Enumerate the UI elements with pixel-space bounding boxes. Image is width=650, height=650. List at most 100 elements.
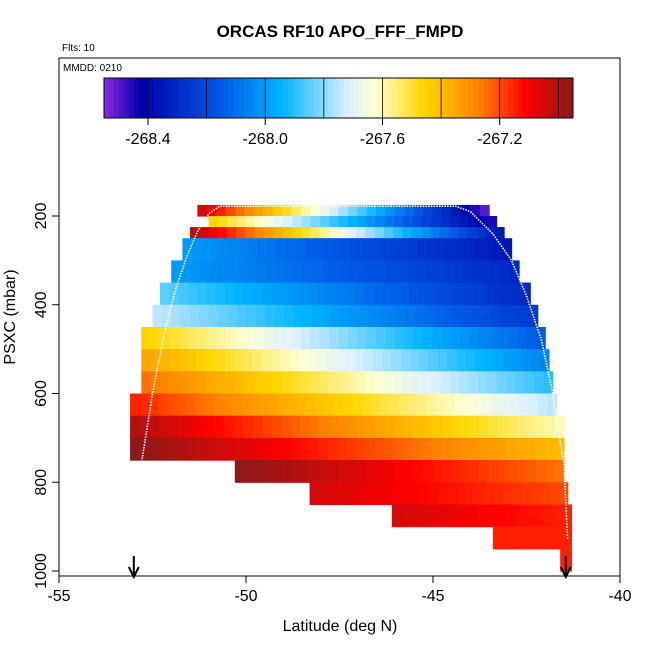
heatmap-cell bbox=[218, 304, 229, 328]
heatmap-cell bbox=[338, 460, 349, 483]
colorbar-swatch bbox=[213, 78, 220, 118]
heatmap-cell bbox=[241, 393, 252, 417]
colorbar-swatch bbox=[153, 78, 160, 118]
heatmap-cell bbox=[130, 437, 141, 461]
heatmap-cell bbox=[528, 304, 539, 328]
heatmap-cell bbox=[150, 349, 161, 372]
heatmap-cell bbox=[187, 282, 198, 306]
colorbar-swatch bbox=[198, 78, 205, 118]
heatmap-cell bbox=[496, 371, 507, 395]
heatmap-cell bbox=[208, 216, 219, 228]
heatmap-cell bbox=[420, 504, 431, 528]
heatmap-cell bbox=[375, 460, 386, 483]
heatmap-cell bbox=[259, 393, 270, 417]
heatmap-cell bbox=[535, 437, 546, 461]
heatmap-cell bbox=[359, 304, 370, 328]
heatmap-cell bbox=[182, 238, 193, 261]
heatmap-cell bbox=[403, 216, 414, 228]
heatmap-cell bbox=[180, 304, 191, 328]
heatmap-cell bbox=[473, 238, 484, 261]
heatmap-cell bbox=[328, 482, 338, 506]
heatmap-cell bbox=[309, 415, 320, 439]
heatmap-cell bbox=[291, 227, 302, 239]
colorbar-swatch bbox=[348, 78, 354, 118]
heatmap-cell bbox=[393, 227, 404, 239]
y-tick-label: 600 bbox=[33, 380, 50, 407]
heatmap-cell bbox=[255, 304, 266, 328]
heatmap-cell bbox=[281, 371, 292, 395]
heatmap-cell bbox=[282, 326, 293, 350]
heatmap-cell bbox=[199, 227, 209, 239]
heatmap-cell bbox=[497, 437, 508, 461]
colorbar-swatch bbox=[538, 78, 544, 118]
heatmap-cell bbox=[517, 326, 528, 350]
heatmap-cell bbox=[533, 504, 544, 528]
heatmap-cell bbox=[460, 437, 471, 461]
heatmap-cell bbox=[229, 238, 240, 261]
heatmap-cell bbox=[371, 393, 381, 417]
heatmap-cell bbox=[347, 326, 358, 350]
heatmap-cell bbox=[284, 304, 295, 328]
heatmap-cell bbox=[338, 216, 349, 228]
heatmap-cell bbox=[139, 437, 150, 461]
heatmap-cell bbox=[271, 282, 281, 306]
heatmap-cell bbox=[252, 282, 263, 306]
heatmap-cell bbox=[205, 437, 216, 461]
heatmap-cell bbox=[328, 227, 339, 239]
heatmap-cell bbox=[404, 460, 415, 483]
heatmap-cell bbox=[479, 460, 490, 483]
colorbar-swatch bbox=[268, 78, 275, 118]
heatmap-cell bbox=[413, 415, 424, 439]
heatmap-cell bbox=[528, 393, 539, 417]
heatmap-cell bbox=[451, 204, 462, 217]
heatmap-cell bbox=[502, 349, 513, 372]
heatmap-cell bbox=[238, 238, 249, 261]
colorbar-swatch bbox=[193, 78, 200, 118]
heatmap-cell bbox=[363, 282, 374, 306]
heatmap-cell bbox=[253, 460, 264, 483]
heatmap-cell bbox=[139, 393, 150, 417]
heatmap-cell bbox=[216, 204, 227, 217]
heatmap-cell bbox=[269, 393, 279, 417]
heatmap-cell bbox=[261, 282, 272, 306]
heatmap-cell bbox=[245, 227, 256, 239]
heatmap-cell bbox=[432, 326, 443, 350]
colorbar-swatch bbox=[548, 78, 554, 118]
heatmap-cell bbox=[509, 260, 520, 284]
colorbar-swatch bbox=[478, 78, 484, 118]
colorbar-swatch bbox=[168, 78, 175, 118]
heatmap-cell bbox=[447, 482, 458, 506]
heatmap-cell bbox=[216, 371, 227, 395]
heatmap-cell bbox=[413, 437, 424, 461]
colorbar-swatch bbox=[173, 78, 180, 118]
heatmap-cell bbox=[486, 504, 497, 528]
heatmap-cell bbox=[457, 227, 468, 239]
heatmap-cell bbox=[492, 526, 504, 550]
heatmap-cell bbox=[321, 304, 332, 328]
heatmap-cell bbox=[361, 393, 372, 417]
heatmap-cell bbox=[424, 304, 435, 328]
heatmap-cell bbox=[483, 238, 494, 261]
heatmap-cell bbox=[385, 204, 396, 217]
heatmap-cell bbox=[188, 326, 199, 350]
heatmap-cell bbox=[159, 282, 170, 306]
heatmap-cell bbox=[466, 482, 477, 506]
heatmap-cell bbox=[549, 482, 560, 506]
heatmap-cell bbox=[365, 227, 376, 239]
heatmap-cell bbox=[521, 482, 532, 506]
heatmap-cell bbox=[169, 326, 180, 350]
heatmap-cell bbox=[150, 326, 161, 350]
heatmap-cell bbox=[539, 349, 550, 372]
colorbar-tick-label: -268.4 bbox=[125, 131, 170, 148]
heatmap-cell bbox=[347, 204, 358, 217]
heatmap-cell bbox=[337, 227, 348, 239]
heatmap-cell bbox=[264, 216, 275, 228]
heatmap-cell bbox=[391, 349, 402, 372]
colorbar-swatch bbox=[228, 78, 235, 118]
heatmap-cell bbox=[331, 304, 342, 328]
heatmap-cell bbox=[214, 415, 225, 439]
heatmap-cell bbox=[148, 393, 159, 417]
heatmap-cell bbox=[300, 460, 311, 483]
heatmap-cell bbox=[493, 282, 504, 306]
heatmap-cell bbox=[159, 349, 170, 372]
